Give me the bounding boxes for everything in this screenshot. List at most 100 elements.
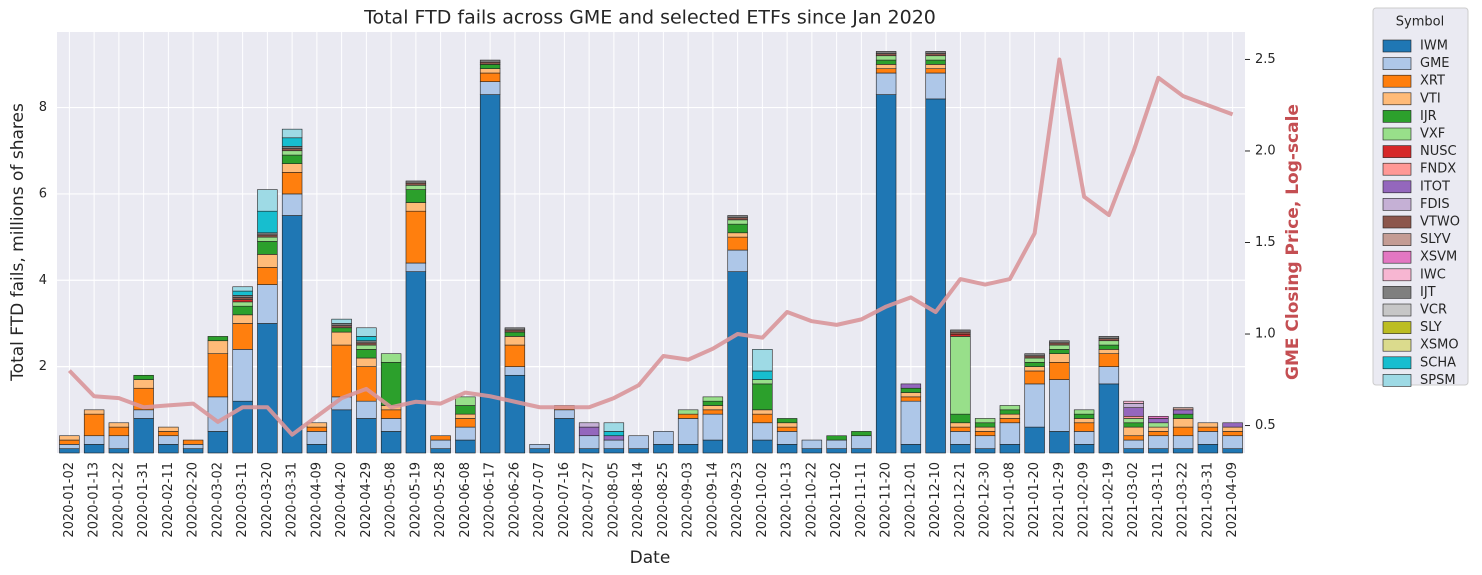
bar-segment [207, 336, 229, 342]
bar-segment [182, 444, 204, 449]
bar-segment [1148, 418, 1169, 424]
bar-segment [83, 413, 105, 437]
bar-segment [603, 439, 625, 449]
bar-segment [1123, 426, 1144, 437]
bar-segment [1123, 418, 1144, 424]
bar-segment [529, 444, 550, 449]
bar-segment [554, 418, 575, 454]
bar-segment [875, 94, 897, 454]
bar-segment [356, 357, 377, 367]
bar-segment [430, 448, 451, 454]
bar-segment [776, 444, 798, 454]
x-tick-label: 2020-07-27 [582, 462, 597, 538]
x-tick-label: 2020-10-13 [780, 462, 795, 538]
legend-swatch [1382, 268, 1412, 282]
bar-segment [1024, 362, 1045, 367]
price-line [67, 57, 1234, 437]
bar-segment [504, 331, 526, 337]
x-tick-label: 2020-12-01 [903, 462, 918, 538]
legend-title: Symbol [1396, 15, 1444, 30]
bar-segment [207, 431, 229, 454]
bar-segment [281, 148, 303, 152]
bar-segment [504, 329, 526, 333]
x-tick-label: 2020-04-09 [309, 462, 324, 538]
legend-swatch [1382, 286, 1412, 299]
bar-segment [1073, 444, 1095, 454]
bar-segment [1024, 357, 1045, 363]
bar-segment [281, 154, 303, 164]
bar-segment [232, 305, 253, 316]
bar-segment [455, 396, 476, 406]
bar-segment [1049, 362, 1070, 380]
bar-segment [851, 435, 872, 449]
bar-segment [900, 400, 922, 445]
bar-segment [232, 295, 253, 298]
bar-segment [925, 53, 946, 57]
bar-segment [974, 418, 996, 424]
bar-segment [653, 431, 674, 445]
y-tick-label: 2 [39, 359, 47, 374]
x-tick-label: 2020-03-11 [235, 462, 250, 538]
x-tick-label: 2021-01-20 [1027, 462, 1042, 538]
y2-tick-label: 2.5 [1255, 52, 1276, 67]
bar-segment [1222, 431, 1243, 437]
bar-segment [1123, 407, 1144, 417]
legend-swatch [1382, 127, 1412, 141]
bar-segment [677, 413, 699, 419]
bar-segment [900, 444, 922, 454]
bar-segment [554, 409, 575, 419]
x-tick-label: 2020-03-02 [210, 462, 225, 538]
bar-segment [1123, 448, 1144, 454]
bar-segment [504, 366, 526, 376]
bar-segment [59, 448, 80, 454]
bar-segment [108, 435, 130, 449]
bar-segment [727, 232, 748, 238]
bar-segment [628, 435, 649, 449]
legend-label: SLYV [1420, 232, 1451, 247]
legend-label: NUSC [1420, 144, 1457, 159]
legend-label: FDIS [1420, 197, 1450, 212]
bar-segment [603, 435, 625, 441]
bar-segment [578, 426, 600, 437]
bar-segment [479, 72, 501, 82]
bar-segment [875, 72, 897, 95]
bar-segment [455, 405, 476, 415]
bar-segment [950, 331, 971, 335]
bar-segment [999, 413, 1021, 419]
bar-segment [430, 435, 451, 441]
bar-segment [380, 409, 402, 419]
legend-swatch [1382, 57, 1412, 70]
bar-segment [702, 409, 724, 415]
bar-segment [999, 418, 1021, 424]
bar-segment [1123, 439, 1144, 449]
bar-segment [356, 400, 377, 419]
y2-axis-label: GME Closing Price, Log-scale [1283, 104, 1303, 380]
bar-segment [59, 444, 80, 449]
plot-area [57, 32, 1245, 453]
bar-segment [281, 193, 303, 216]
bar-segment [727, 223, 748, 234]
bar-segment [257, 323, 278, 454]
bar-segment [603, 422, 625, 432]
legend-label: FNDX [1420, 162, 1456, 177]
legend-swatch [1382, 162, 1412, 176]
bar-segment [1172, 413, 1194, 419]
bar-segment [257, 241, 278, 255]
legend-swatch [1382, 92, 1412, 106]
legend-swatch [1382, 321, 1412, 334]
bar-segment [1148, 448, 1169, 454]
bar-segment [331, 323, 352, 326]
bar-segment [356, 336, 377, 342]
bar-segment [405, 262, 427, 272]
legend-label: XSMO [1420, 338, 1459, 353]
bar-segment [578, 435, 600, 449]
x-tick-label: 2020-08-05 [606, 462, 621, 538]
y2-tick-label: 0.5 [1255, 418, 1276, 433]
bar-segment [1049, 340, 1070, 344]
legend-label: VTWO [1420, 215, 1460, 230]
x-tick-label: 2020-03-31 [285, 462, 300, 538]
x-tick-label: 2020-04-29 [359, 462, 374, 538]
bar-segment [405, 180, 427, 184]
bar-segment [1123, 422, 1144, 428]
